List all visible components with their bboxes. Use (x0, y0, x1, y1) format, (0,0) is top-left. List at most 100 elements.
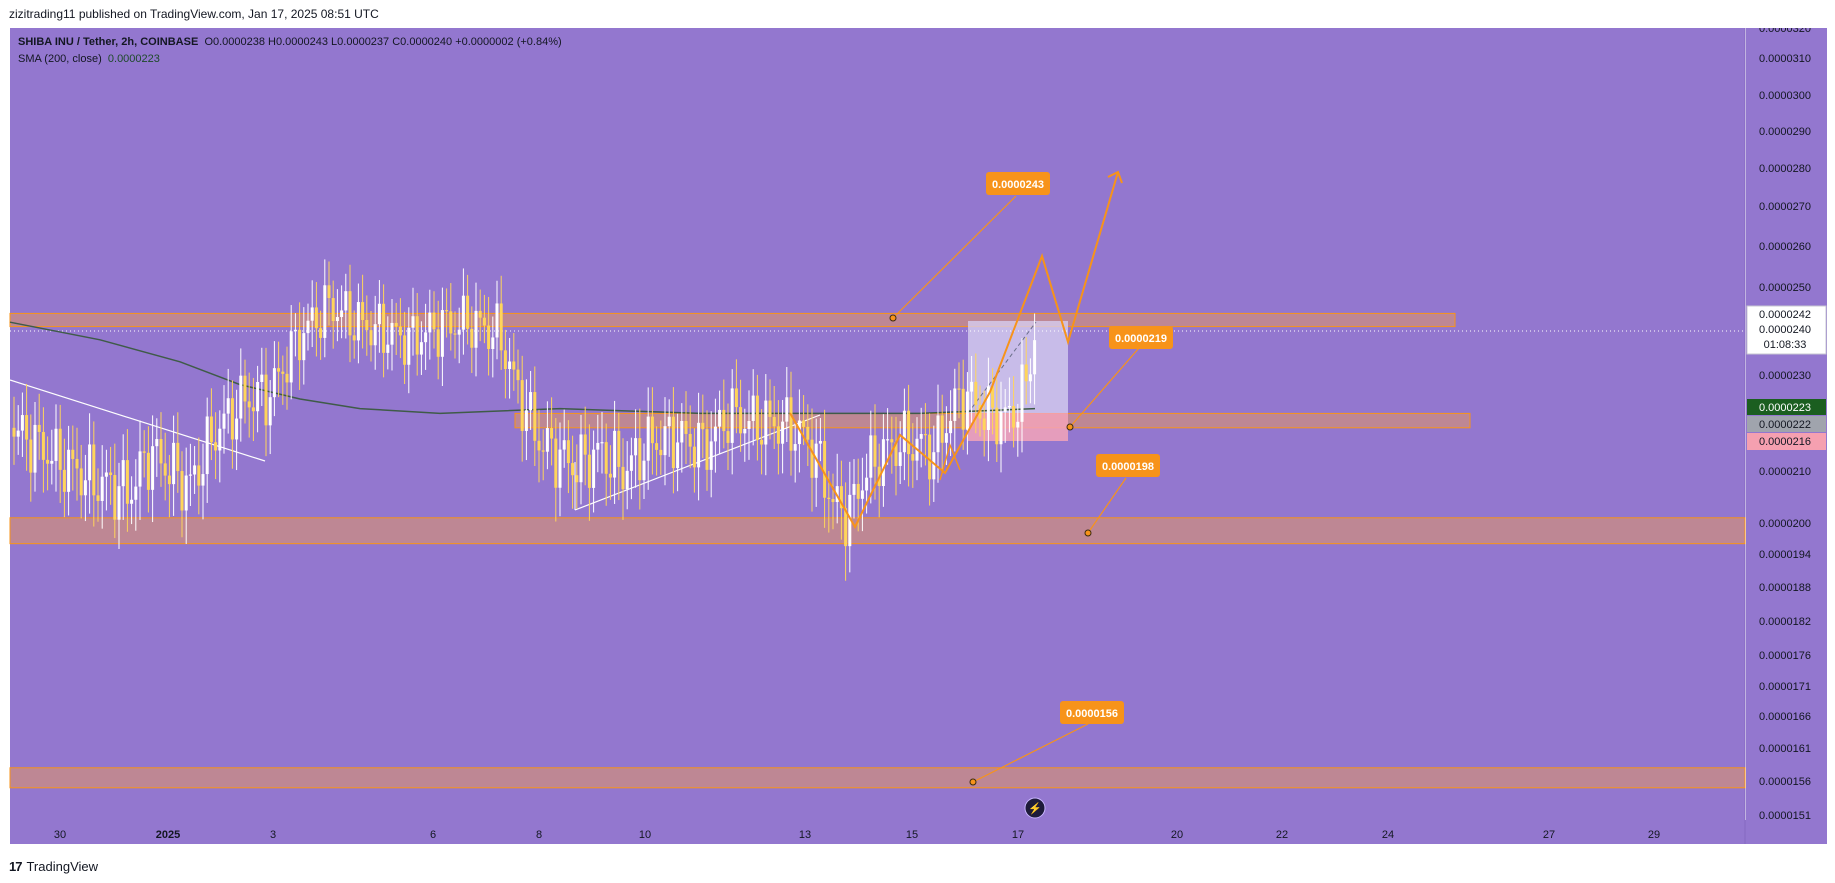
candle-body (1007, 405, 1011, 408)
projection-secondary (939, 442, 961, 481)
candle-body (848, 494, 852, 547)
price-tick-label: 0.0000166 (1759, 711, 1811, 723)
candle-body (705, 429, 709, 470)
candle-body (545, 428, 549, 452)
callout-box (986, 172, 1050, 195)
candle-body (424, 332, 428, 343)
candle-body (264, 374, 268, 426)
candle-body (130, 499, 134, 504)
candle-body (907, 410, 911, 455)
candle-body (37, 424, 41, 432)
candle-body (306, 320, 310, 334)
candle-body (802, 420, 806, 427)
symbol-legend-row[interactable]: SHIBA INU / Tether, 2h, COINBASE O0.0000… (18, 34, 562, 51)
callout-label: 0.0000243 (992, 179, 1044, 191)
lightning-icon: ⚡ (1024, 797, 1046, 819)
candle-body (806, 426, 810, 440)
price-tag-text: 0.0000240 (1759, 324, 1811, 336)
callout-leader (1069, 347, 1140, 428)
chart-legend: SHIBA INU / Tether, 2h, COINBASE O0.0000… (18, 34, 562, 68)
price-tick-label: 0.0000270 (1759, 201, 1811, 213)
candle-body (1003, 407, 1007, 412)
time-tick-label: 2025 (156, 829, 180, 841)
candle-body (226, 398, 230, 414)
time-tick-label: 3 (270, 829, 276, 841)
candle-body (613, 430, 617, 478)
candle-body (671, 416, 675, 469)
candle-body (222, 413, 226, 429)
candle-body (134, 486, 138, 500)
candle-body (188, 474, 192, 476)
candle-body (961, 388, 965, 430)
time-tick-label: 6 (430, 829, 436, 841)
candle-body (827, 497, 831, 499)
candle-body (62, 469, 66, 492)
candle-body (12, 427, 16, 437)
candle-body (58, 428, 62, 470)
candle-body (726, 431, 730, 443)
candle-body (970, 381, 974, 392)
ohlc-values: O0.0000238 H0.0000243 L0.0000237 C0.0000… (204, 36, 562, 48)
candle-body (781, 421, 785, 444)
time-axis-background (10, 820, 1827, 844)
callout-label: 0.0000198 (1102, 461, 1154, 473)
candle-body (201, 474, 205, 486)
time-tick-label: 20 (1171, 829, 1183, 841)
price-tag-text: 0.0000222 (1759, 419, 1811, 431)
candle-body (340, 310, 344, 318)
callout-anchor (889, 314, 897, 322)
candle-body (281, 371, 285, 374)
price-callout: 0.0000156 (969, 701, 1124, 786)
candle-body (734, 388, 738, 408)
candle-body (352, 335, 356, 341)
candle-body (873, 435, 877, 467)
candle-body (503, 350, 507, 370)
candle-body (247, 401, 251, 408)
candle-body (193, 465, 197, 475)
candle-body (928, 434, 932, 480)
candle-body (785, 397, 789, 422)
candle-body (272, 368, 276, 398)
candle-body (474, 310, 478, 348)
candle-body (176, 442, 180, 472)
candle-body (898, 452, 902, 466)
candle-body (949, 420, 953, 434)
candle-body (457, 329, 461, 335)
candle-body (121, 460, 125, 487)
descending-trendline (9, 379, 266, 462)
footer-brand[interactable]: 17 TradingView (9, 859, 98, 874)
candle-body (634, 438, 638, 456)
time-tick-label: 13 (799, 829, 811, 841)
candle-body (386, 344, 390, 353)
candle-body (214, 442, 218, 451)
price-tick-label: 0.0000260 (1759, 241, 1811, 253)
price-tick-label: 0.0000290 (1759, 126, 1811, 138)
position-entry-line (967, 321, 1037, 414)
candle-body (436, 329, 440, 357)
candle-body (314, 307, 318, 329)
candle-body (285, 373, 289, 383)
candle-body (865, 477, 869, 491)
price-tag-zone: 0.0000222 (1747, 416, 1826, 432)
sma-legend-row[interactable]: SMA (200, close) 0.0000223 (18, 51, 562, 68)
candle-body (159, 439, 163, 464)
candle-body (197, 465, 201, 486)
candle-body (289, 331, 293, 383)
candle-body (29, 439, 33, 473)
candle-body (361, 302, 365, 320)
price-tag-stop: 0.0000216 (1747, 433, 1826, 450)
candle-body (104, 472, 108, 477)
price-tag-text: 0.0000216 (1759, 436, 1811, 448)
candle-body (96, 495, 100, 501)
candle-body (100, 476, 104, 501)
candle-body (701, 422, 705, 430)
price-tick-label: 0.0000310 (1759, 53, 1811, 65)
callout-anchor (1084, 529, 1092, 537)
candle-body (163, 463, 167, 476)
price-tick-label: 0.0000210 (1759, 466, 1811, 478)
candle-body (205, 416, 209, 475)
projection-arrow-icon (1107, 170, 1123, 184)
candle-body (390, 322, 394, 345)
candle-body (382, 303, 386, 353)
